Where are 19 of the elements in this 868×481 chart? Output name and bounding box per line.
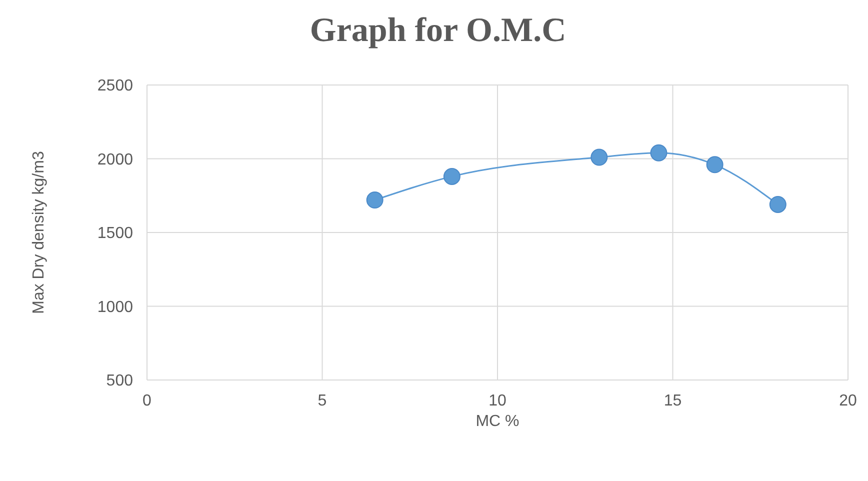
x-tick-label: 15 <box>664 392 682 410</box>
x-tick-label: 0 <box>142 392 152 410</box>
point <box>706 156 724 174</box>
point <box>769 196 786 213</box>
y-tick-label: 2500 <box>97 78 134 95</box>
x-tick-label: 5 <box>318 392 327 410</box>
y-tick-label: 500 <box>106 372 134 390</box>
y-tick-label: 1500 <box>97 225 134 242</box>
y-tick-label: 2000 <box>97 151 134 168</box>
chart-title: Graph for O.M.C <box>308 12 568 50</box>
point <box>590 148 608 166</box>
x-tick-label: 20 <box>839 392 857 410</box>
point <box>366 192 384 209</box>
x-axis-title: MC % <box>476 413 520 430</box>
x-tick-label: 10 <box>488 392 506 410</box>
y-axis-title: Max Dry density kg/m3 <box>30 151 48 314</box>
point <box>443 168 460 185</box>
y-tick-label: 1000 <box>97 298 134 316</box>
point <box>650 144 668 162</box>
